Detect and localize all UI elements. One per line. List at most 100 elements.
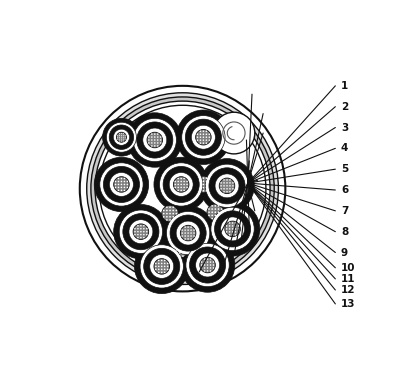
Circle shape xyxy=(208,215,210,216)
Circle shape xyxy=(226,228,228,230)
Circle shape xyxy=(200,131,201,132)
Circle shape xyxy=(183,187,185,188)
Circle shape xyxy=(157,145,158,147)
Circle shape xyxy=(209,187,211,188)
Circle shape xyxy=(213,112,255,154)
Text: 1: 1 xyxy=(341,81,348,91)
Circle shape xyxy=(202,138,203,139)
Circle shape xyxy=(223,179,225,181)
Circle shape xyxy=(137,228,139,230)
Circle shape xyxy=(207,204,224,220)
Circle shape xyxy=(196,180,198,182)
Text: 3: 3 xyxy=(341,123,348,132)
Circle shape xyxy=(198,131,200,133)
Circle shape xyxy=(173,219,174,221)
Circle shape xyxy=(134,239,189,294)
Circle shape xyxy=(202,177,204,179)
Circle shape xyxy=(137,237,139,238)
Circle shape xyxy=(144,248,180,284)
Circle shape xyxy=(118,187,119,188)
Circle shape xyxy=(211,218,213,219)
Circle shape xyxy=(220,182,222,184)
Circle shape xyxy=(215,208,216,210)
Circle shape xyxy=(182,243,184,244)
Circle shape xyxy=(119,135,120,136)
Circle shape xyxy=(209,134,210,135)
Circle shape xyxy=(121,135,122,136)
Circle shape xyxy=(161,272,162,273)
Circle shape xyxy=(115,181,116,182)
Circle shape xyxy=(186,184,188,185)
Circle shape xyxy=(235,225,236,227)
Circle shape xyxy=(151,142,153,144)
Circle shape xyxy=(207,258,208,260)
Circle shape xyxy=(163,166,199,202)
Circle shape xyxy=(206,190,207,192)
Circle shape xyxy=(175,187,176,188)
Circle shape xyxy=(205,202,260,256)
Circle shape xyxy=(207,264,208,266)
Circle shape xyxy=(198,138,200,139)
Circle shape xyxy=(137,231,139,233)
Circle shape xyxy=(155,269,157,270)
Circle shape xyxy=(133,224,149,240)
Circle shape xyxy=(182,252,184,254)
Circle shape xyxy=(204,258,205,260)
Circle shape xyxy=(199,180,201,182)
Circle shape xyxy=(202,139,204,141)
Circle shape xyxy=(204,261,205,263)
Circle shape xyxy=(121,133,122,134)
Circle shape xyxy=(223,188,225,190)
Circle shape xyxy=(182,246,184,247)
Circle shape xyxy=(151,139,153,141)
Circle shape xyxy=(143,225,145,227)
Circle shape xyxy=(148,142,149,144)
Circle shape xyxy=(232,222,233,224)
Circle shape xyxy=(164,266,166,267)
Circle shape xyxy=(140,231,142,233)
Circle shape xyxy=(164,269,166,270)
Circle shape xyxy=(191,130,207,147)
Circle shape xyxy=(185,119,222,155)
Circle shape xyxy=(158,266,160,267)
Circle shape xyxy=(107,122,136,152)
Circle shape xyxy=(177,181,179,182)
Circle shape xyxy=(210,270,211,272)
Text: 2: 2 xyxy=(341,102,348,112)
Circle shape xyxy=(179,255,181,257)
Circle shape xyxy=(124,178,125,179)
Circle shape xyxy=(186,187,188,188)
Circle shape xyxy=(158,260,160,261)
Circle shape xyxy=(113,129,130,145)
Circle shape xyxy=(211,208,213,210)
Circle shape xyxy=(182,249,184,251)
Circle shape xyxy=(192,141,194,143)
Circle shape xyxy=(164,272,166,273)
Circle shape xyxy=(150,254,174,278)
Circle shape xyxy=(208,211,210,213)
Circle shape xyxy=(180,184,182,185)
Circle shape xyxy=(166,206,168,208)
Circle shape xyxy=(127,184,128,185)
Circle shape xyxy=(195,144,197,146)
Circle shape xyxy=(200,139,201,141)
Circle shape xyxy=(173,177,189,192)
Circle shape xyxy=(184,226,186,228)
Circle shape xyxy=(193,232,195,234)
Circle shape xyxy=(202,131,203,133)
Circle shape xyxy=(217,208,220,210)
Circle shape xyxy=(226,179,228,181)
Circle shape xyxy=(180,178,182,179)
Circle shape xyxy=(209,137,210,138)
Circle shape xyxy=(195,176,212,193)
Circle shape xyxy=(204,264,205,266)
Text: 9: 9 xyxy=(341,248,348,258)
Circle shape xyxy=(215,215,216,216)
Circle shape xyxy=(220,185,222,187)
Circle shape xyxy=(193,229,195,231)
Circle shape xyxy=(229,179,231,181)
Circle shape xyxy=(238,228,239,230)
Circle shape xyxy=(197,137,198,138)
Circle shape xyxy=(143,128,167,152)
Circle shape xyxy=(202,144,203,146)
